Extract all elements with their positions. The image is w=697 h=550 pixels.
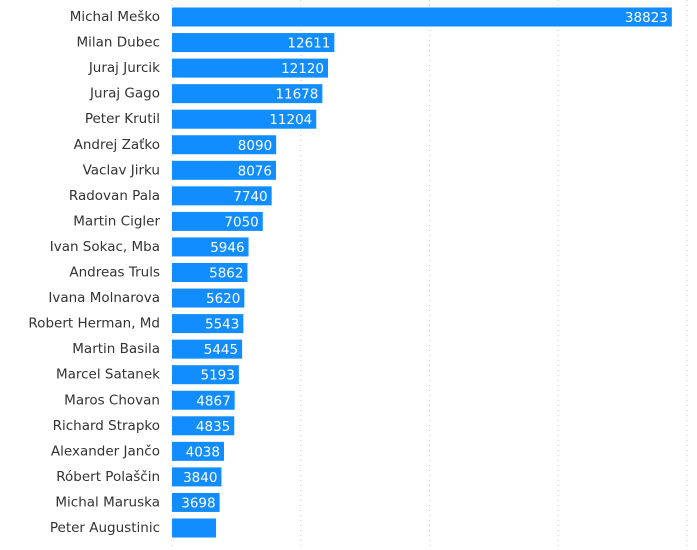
category-label: Andreas Truls bbox=[69, 265, 160, 281]
category-label: Ivan Sokac, Mba bbox=[50, 239, 160, 255]
category-label: Peter Krutil bbox=[85, 111, 160, 127]
data-label: 7740 bbox=[233, 189, 267, 205]
data-label: 11204 bbox=[269, 112, 312, 128]
data-label: 12611 bbox=[287, 36, 330, 52]
bar bbox=[172, 390, 235, 410]
category-label: Maros Chovan bbox=[64, 392, 160, 408]
data-label: 5620 bbox=[206, 291, 240, 307]
data-label: 5445 bbox=[204, 342, 238, 358]
data-label: 7050 bbox=[224, 214, 258, 230]
bar bbox=[172, 492, 220, 512]
category-label: Ivana Molnarova bbox=[48, 290, 160, 306]
category-label: Richard Strapko bbox=[53, 418, 160, 434]
bar bbox=[172, 160, 276, 180]
category-label: Marcel Satanek bbox=[56, 367, 160, 383]
category-label: Michal Meško bbox=[70, 9, 160, 25]
category-label: Andrej Zaťko bbox=[74, 137, 160, 153]
category-label: Róbert Polaščin bbox=[56, 469, 160, 485]
bar bbox=[172, 288, 245, 308]
category-label: Vaclav Jirku bbox=[83, 162, 160, 178]
bar bbox=[172, 135, 277, 155]
bar bbox=[172, 365, 239, 385]
category-label: Milan Dubec bbox=[76, 35, 160, 51]
data-label: 3698 bbox=[181, 495, 215, 511]
category-label: Radovan Pala bbox=[69, 188, 160, 204]
bar bbox=[172, 263, 248, 282]
category-label: Juraj Gago bbox=[89, 86, 160, 102]
data-label: 8076 bbox=[238, 163, 272, 179]
bar bbox=[172, 58, 329, 78]
category-label: Peter Augustinic bbox=[50, 520, 160, 536]
bar bbox=[172, 441, 224, 461]
data-label: 5193 bbox=[201, 368, 235, 384]
bar bbox=[172, 7, 672, 27]
bar bbox=[172, 416, 235, 436]
bar bbox=[172, 84, 323, 104]
data-label: 12120 bbox=[281, 61, 324, 77]
category-label: Juraj Jurcik bbox=[88, 60, 160, 76]
bar bbox=[172, 186, 272, 206]
data-label: 4038 bbox=[186, 444, 220, 460]
category-label: Michal Maruska bbox=[55, 494, 160, 510]
bar bbox=[172, 33, 335, 53]
category-label: Robert Herman, Md bbox=[28, 316, 160, 332]
data-label: 3840 bbox=[183, 470, 217, 486]
data-label: 8090 bbox=[238, 138, 272, 154]
bar bbox=[172, 339, 243, 359]
bar bbox=[172, 211, 263, 231]
data-label: 4867 bbox=[196, 393, 230, 409]
data-label: 5543 bbox=[205, 317, 239, 333]
bar bbox=[172, 314, 244, 334]
category-label: Alexander Jančo bbox=[51, 443, 160, 459]
data-label: 5862 bbox=[209, 266, 243, 282]
data-label: 11678 bbox=[275, 87, 318, 103]
category-label: Martin Cigler bbox=[73, 213, 160, 229]
data-label: 5946 bbox=[210, 240, 244, 256]
bar bbox=[172, 467, 222, 487]
bar bbox=[172, 237, 249, 257]
data-label: 4835 bbox=[196, 419, 230, 435]
category-label: Martin Basila bbox=[72, 341, 160, 357]
data-label: 38823 bbox=[625, 10, 668, 26]
bar bbox=[172, 518, 217, 538]
bar bbox=[172, 109, 317, 129]
